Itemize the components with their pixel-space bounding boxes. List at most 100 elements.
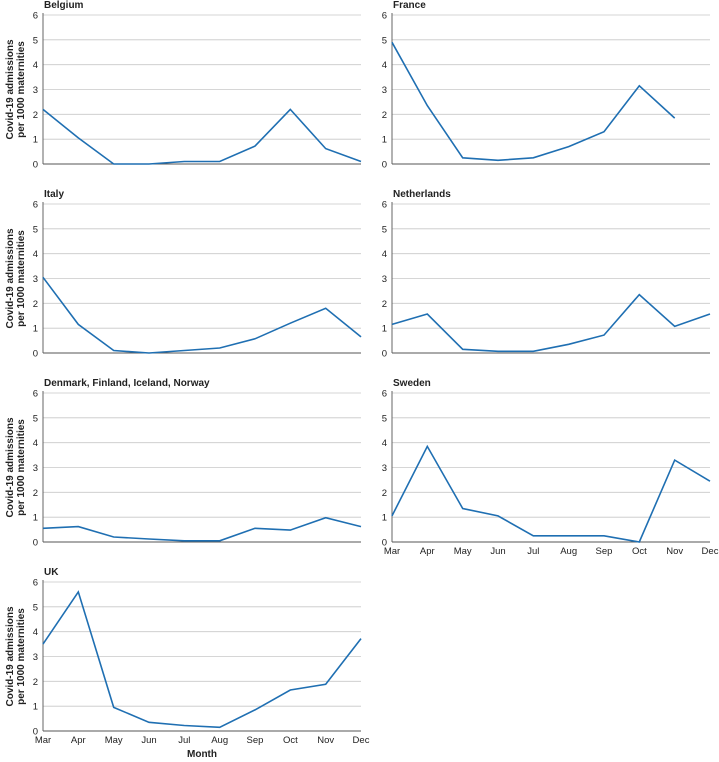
panel-uk: 0 1 2 3 4 5 6 UK Mar Apr May Jun Jul Aug Sep Oct Nov Dec C… bbox=[5, 567, 370, 746]
y-tick-label: 1 bbox=[33, 702, 38, 713]
y-tick-label: 0 bbox=[382, 349, 387, 360]
x-tick-label: Dec bbox=[353, 735, 370, 746]
y-axis-title: Covid-19 admissionsper 1000 maternities bbox=[5, 606, 27, 706]
y-axis-title-line: Covid-19 admissions bbox=[5, 39, 16, 139]
y-axis-title: Covid-19 admissionsper 1000 maternities bbox=[5, 39, 27, 139]
y-axis-title-line: Covid-19 admissions bbox=[5, 606, 16, 706]
y-tick-label: 4 bbox=[382, 60, 387, 71]
y-tick-label: 4 bbox=[382, 438, 387, 449]
y-tick-label: 6 bbox=[382, 11, 387, 22]
y-tick-label: 5 bbox=[33, 224, 38, 235]
y-tick-label: 4 bbox=[33, 249, 38, 260]
series-line bbox=[391, 293, 711, 353]
y-tick-label: 2 bbox=[33, 677, 38, 688]
y-axis-title-line: per 1000 maternities bbox=[16, 608, 27, 705]
x-tick-label: Jul bbox=[178, 735, 190, 746]
panel-italy: 0 1 2 3 4 5 6 Italy Covid-19 admissionsper 1000 … bbox=[5, 189, 362, 360]
panel-belgium: 0 1 2 3 4 5 6 Belgium Covid-19 admissionsper 100… bbox=[5, 0, 362, 171]
y-tick-label: 0 bbox=[33, 538, 38, 549]
y-tick-label: 4 bbox=[33, 60, 38, 71]
y-tick-label: 0 bbox=[33, 727, 38, 738]
y-tick-label: 4 bbox=[33, 627, 38, 638]
y-tick-label: 6 bbox=[33, 578, 38, 589]
y-tick-label: 2 bbox=[382, 299, 387, 310]
y-axis-title-line: Covid-19 admissions bbox=[5, 228, 16, 328]
x-tick-label: Aug bbox=[211, 735, 228, 746]
y-axis-title-line: per 1000 maternities bbox=[16, 41, 27, 138]
series-line bbox=[42, 276, 362, 354]
panel-netherlands: 0 1 2 3 4 5 6 Netherlands bbox=[382, 189, 711, 360]
x-tick-label: Jun bbox=[490, 546, 505, 557]
y-tick-label: 1 bbox=[33, 324, 38, 335]
panel-denmark-finland-iceland-norway: 0 1 2 3 4 5 6 Denmark, Finland, Iceland, Norway… bbox=[5, 378, 362, 549]
y-tick-label: 5 bbox=[382, 35, 387, 46]
panel-title: Belgium bbox=[44, 0, 84, 11]
y-tick-label: 6 bbox=[33, 389, 38, 400]
y-tick-label: 3 bbox=[382, 85, 387, 96]
panel-title: France bbox=[393, 0, 426, 11]
y-tick-label: 6 bbox=[33, 11, 38, 22]
x-tick-label: Mar bbox=[384, 546, 400, 557]
x-tick-label: Jul bbox=[527, 546, 539, 557]
y-tick-label: 0 bbox=[33, 160, 38, 171]
x-tick-label: Aug bbox=[560, 546, 577, 557]
y-tick-label: 3 bbox=[33, 652, 38, 663]
x-tick-label: May bbox=[454, 546, 472, 557]
x-tick-label: Mar bbox=[35, 735, 51, 746]
x-tick-label: Nov bbox=[666, 546, 683, 557]
x-tick-label: Nov bbox=[317, 735, 334, 746]
y-axis-title: Covid-19 admissionsper 1000 maternities bbox=[5, 228, 27, 328]
x-tick-label: May bbox=[105, 735, 123, 746]
x-tick-label: Oct bbox=[632, 546, 647, 557]
y-tick-label: 5 bbox=[33, 413, 38, 424]
series-line bbox=[391, 444, 711, 543]
y-tick-label: 0 bbox=[33, 349, 38, 360]
y-tick-label: 0 bbox=[382, 160, 387, 171]
x-axis-title: Month bbox=[187, 749, 217, 760]
x-tick-label: Apr bbox=[71, 735, 86, 746]
y-tick-label: 3 bbox=[382, 274, 387, 285]
series-line bbox=[42, 108, 362, 165]
y-tick-label: 6 bbox=[33, 200, 38, 211]
y-tick-label: 0 bbox=[382, 538, 387, 549]
y-axis-title-line: per 1000 maternities bbox=[16, 419, 27, 516]
y-tick-label: 3 bbox=[33, 463, 38, 474]
y-tick-label: 2 bbox=[33, 110, 38, 121]
y-tick-label: 5 bbox=[33, 602, 38, 613]
y-tick-label: 2 bbox=[33, 488, 38, 499]
panel-title: Sweden bbox=[393, 378, 431, 389]
x-tick-label: Oct bbox=[283, 735, 298, 746]
y-tick-label: 3 bbox=[33, 274, 38, 285]
x-tick-label: Jun bbox=[141, 735, 156, 746]
y-tick-label: 4 bbox=[382, 249, 387, 260]
panel-title: UK bbox=[44, 567, 59, 578]
y-tick-label: 6 bbox=[382, 200, 387, 211]
x-tick-label: Sep bbox=[596, 546, 613, 557]
y-tick-label: 1 bbox=[382, 324, 387, 335]
y-tick-label: 1 bbox=[382, 513, 387, 524]
panel-sweden: 0 1 2 3 4 5 6 Sweden Mar Apr May Jun Jul Aug Sep Oct Nov… bbox=[382, 378, 719, 557]
y-tick-label: 1 bbox=[382, 135, 387, 146]
y-tick-label: 2 bbox=[382, 110, 387, 121]
y-tick-label: 5 bbox=[33, 35, 38, 46]
panel-france: 0 1 2 3 4 5 6 France bbox=[382, 0, 710, 171]
y-tick-label: 2 bbox=[33, 299, 38, 310]
y-tick-label: 3 bbox=[33, 85, 38, 96]
panel-title: Italy bbox=[44, 189, 64, 200]
y-axis-title-line: per 1000 maternities bbox=[16, 230, 27, 327]
series-line bbox=[391, 41, 676, 162]
panel-title: Denmark, Finland, Iceland, Norway bbox=[44, 378, 210, 389]
y-tick-label: 5 bbox=[382, 224, 387, 235]
y-tick-label: 4 bbox=[33, 438, 38, 449]
y-tick-label: 3 bbox=[382, 463, 387, 474]
series-line bbox=[42, 590, 362, 729]
y-axis-title-line: Covid-19 admissions bbox=[5, 417, 16, 517]
y-tick-label: 2 bbox=[382, 488, 387, 499]
y-tick-label: 1 bbox=[33, 513, 38, 524]
y-tick-label: 1 bbox=[33, 135, 38, 146]
x-tick-label: Dec bbox=[702, 546, 719, 557]
panel-title: Netherlands bbox=[393, 189, 451, 200]
y-tick-label: 5 bbox=[382, 413, 387, 424]
